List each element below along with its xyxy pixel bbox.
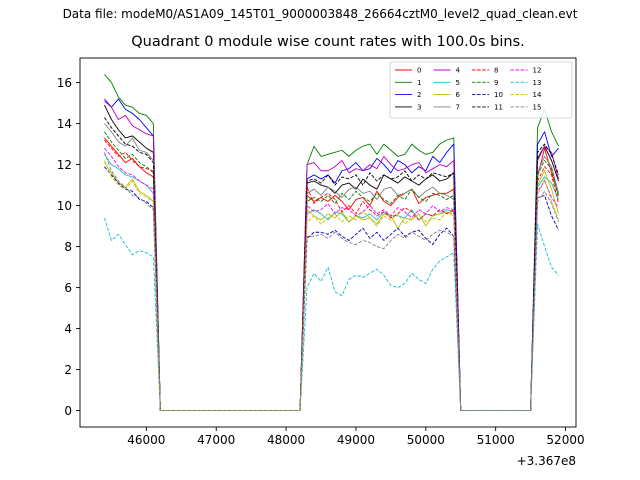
x-tick-label: 47000 — [197, 433, 235, 447]
legend-label-14: 14 — [533, 91, 542, 99]
x-tick-label: 52000 — [546, 433, 584, 447]
axes: 46000 47000 48000 49000 50000 51000 52000 0 2 4 6 8… — [57, 57, 585, 468]
x-offset-label: +3.367e8 — [517, 454, 576, 468]
series-line-8 — [104, 139, 559, 412]
y-tick-label: 4 — [64, 322, 72, 336]
legend-label-1: 1 — [417, 79, 421, 87]
series-line-7 — [104, 123, 559, 412]
y-tick-label: 14 — [57, 117, 72, 131]
figure-suptitle: Data file: modeM0/AS1A09_145T01_90000038… — [62, 7, 578, 21]
y-tick-label: 2 — [64, 363, 72, 377]
series-line-1 — [104, 74, 559, 412]
series-line-3 — [104, 104, 559, 412]
x-tick-label: 51000 — [477, 433, 515, 447]
y-tick-label: 8 — [64, 240, 72, 254]
x-tick-label: 50000 — [407, 433, 445, 447]
series-line-5 — [104, 154, 559, 412]
legend-label-8: 8 — [494, 67, 498, 75]
series-line-4 — [104, 100, 559, 412]
y-tick-label: 16 — [57, 76, 72, 90]
series-lines — [104, 74, 559, 412]
legend-label-5: 5 — [456, 79, 460, 87]
y-tick-label: 6 — [64, 281, 72, 295]
legend-label-13: 13 — [533, 79, 542, 87]
legend-label-11: 11 — [494, 103, 503, 111]
series-line-10 — [104, 166, 559, 412]
legend-label-2: 2 — [417, 91, 421, 99]
x-tick-label: 46000 — [127, 433, 165, 447]
series-line-11 — [104, 117, 559, 412]
legend-label-7: 7 — [456, 103, 460, 111]
series-line-13 — [104, 217, 559, 412]
legend-label-0: 0 — [417, 67, 421, 75]
series-line-9 — [104, 131, 559, 412]
y-tick-label: 10 — [57, 199, 72, 213]
y-tick-label: 0 — [64, 404, 72, 418]
series-line-2 — [104, 98, 559, 412]
legend-label-9: 9 — [494, 79, 498, 87]
series-line-15 — [104, 152, 559, 412]
legend-box — [389, 61, 573, 119]
legend-label-4: 4 — [456, 67, 461, 75]
chart-title: Quadrant 0 module wise count rates with … — [131, 34, 525, 50]
legend-label-12: 12 — [533, 67, 542, 75]
legend-label-15: 15 — [533, 103, 542, 111]
legend-label-10: 10 — [494, 91, 503, 99]
legend-label-6: 6 — [456, 91, 461, 99]
x-tick-label: 48000 — [267, 433, 305, 447]
legend-label-3: 3 — [417, 103, 421, 111]
plot-frame — [79, 57, 577, 428]
y-tick-label: 12 — [57, 158, 72, 172]
series-line-6 — [104, 162, 559, 412]
x-tick-label: 49000 — [337, 433, 375, 447]
